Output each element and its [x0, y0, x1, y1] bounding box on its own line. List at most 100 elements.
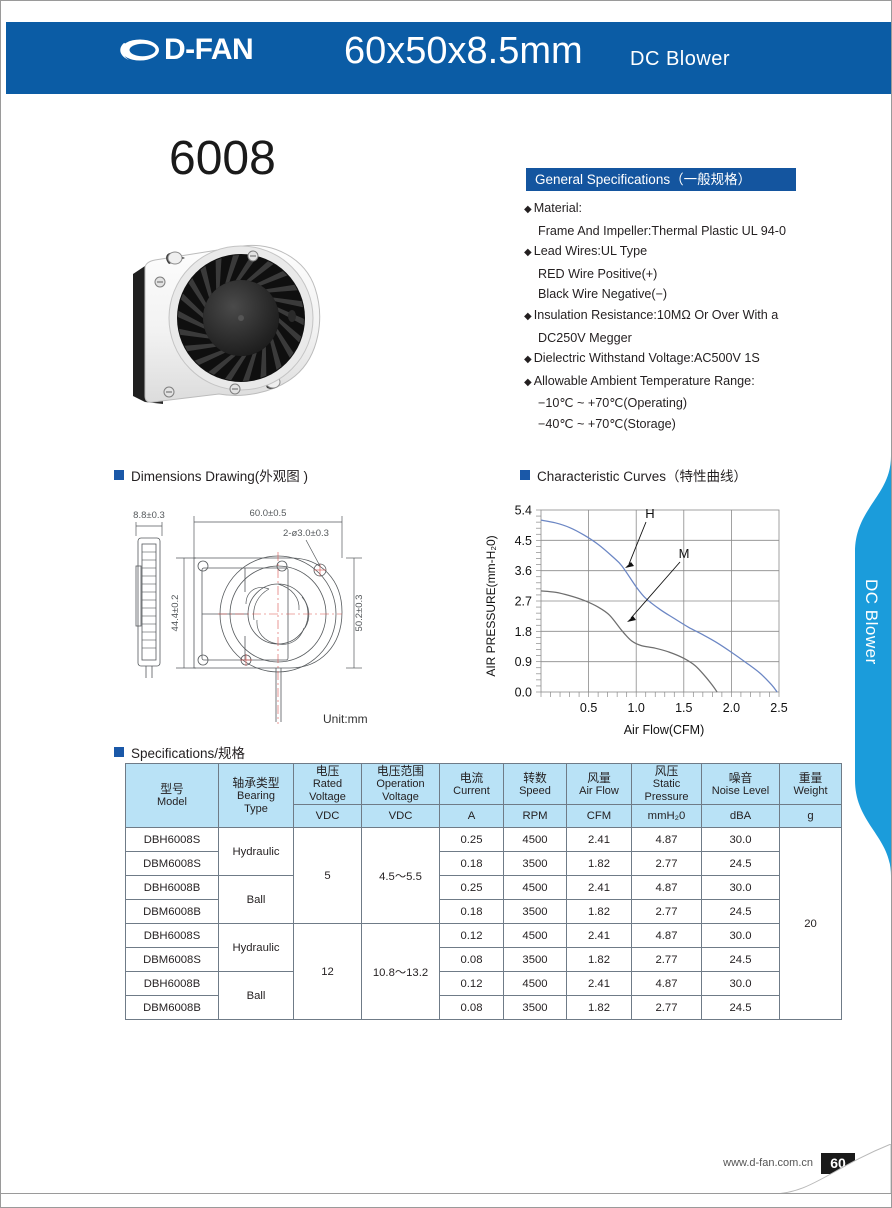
- cell-speed: 4500: [503, 971, 567, 996]
- th-weight: 重量 Weight: [779, 763, 842, 805]
- side-tab-label: DC Blower: [862, 579, 881, 665]
- svg-text:5.4: 5.4: [515, 504, 532, 518]
- unit-speed: RPM: [503, 804, 567, 828]
- cell-speed: 3500: [503, 851, 567, 876]
- th-bearing-type: 轴承类型 Bearing Type: [218, 763, 294, 828]
- side-tab-dc-blower: [855, 456, 891, 876]
- footer-website-url[interactable]: www.d-fan.com.cn: [723, 1157, 813, 1169]
- unit-current: A: [439, 804, 504, 828]
- svg-text:8.8±0.3: 8.8±0.3: [133, 510, 165, 521]
- cell-noise-level: 24.5: [701, 899, 780, 924]
- th-static-pressure: 风压 Static Pressure: [631, 763, 702, 805]
- cell-static-pressure: 2.77: [631, 899, 702, 924]
- svg-text:2.5: 2.5: [770, 701, 787, 715]
- brand-logo: D-FAN: [118, 33, 254, 66]
- diamond-bullet-icon: ◆: [524, 354, 532, 366]
- table-row: DBM6008B 0.08 3500 1.82 2.77 24.5: [125, 995, 842, 1020]
- cell-model: DBH6008B: [125, 971, 219, 996]
- cell-static-pressure: 4.87: [631, 923, 702, 948]
- dimensions-drawing: 8.8±0.3 60.0±0.5 2-ø3.0±0.3 44.4±0.2 50.…: [133, 508, 365, 724]
- cell-bearing-type: Hydraulic: [218, 827, 294, 876]
- cell-air-flow: 1.82: [566, 995, 632, 1020]
- general-spec-subitem: RED Wire Positive(+): [524, 264, 864, 285]
- cell-speed: 3500: [503, 899, 567, 924]
- table-header-row: 型号 Model 轴承类型 Bearing Type 电压 Rated Volt…: [125, 763, 842, 828]
- blue-square-bullet-icon: [520, 470, 530, 480]
- unit-static-pressure: mmH₂0: [631, 804, 702, 828]
- page-header-bar: D-FAN 60x50x8.5mm DC Blower: [6, 22, 891, 94]
- th-model: 型号 Model: [125, 763, 219, 828]
- cell-model: DBM6008S: [125, 851, 219, 876]
- cell-speed: 3500: [503, 995, 567, 1020]
- cell-bearing-type: Hydraulic: [218, 923, 294, 972]
- cell-weight: 20: [779, 827, 842, 1020]
- cell-current: 0.12: [439, 971, 504, 996]
- general-spec-text: −40℃ ~ +70℃(Storage): [538, 416, 676, 431]
- header-product-type: DC Blower: [630, 48, 731, 70]
- svg-text:H: H: [645, 506, 654, 521]
- specifications-heading: Specifications/规格: [114, 742, 245, 762]
- svg-text:2.7: 2.7: [515, 595, 532, 609]
- page-title: 6008: [169, 132, 276, 185]
- general-spec-text: Material:: [533, 201, 582, 215]
- general-spec-text: Black Wire Negative(−): [538, 287, 668, 302]
- specifications-heading-label: Specifications/规格: [131, 746, 246, 761]
- svg-text:M: M: [679, 546, 690, 561]
- svg-text:AIR PRESSURE(mm-H₂0): AIR PRESSURE(mm-H₂0): [484, 535, 498, 676]
- general-specifications-title: General Specifications（一般规格）: [535, 172, 752, 187]
- general-spec-text: Insulation Resistance:10MΩ Or Over With …: [533, 307, 779, 322]
- general-spec-subitem: Frame And Impeller:Thermal Plastic UL 94…: [524, 221, 864, 242]
- oval-swoosh-logo-icon: [120, 39, 159, 61]
- table-body: DBH6008S Hydraulic 5 4.5～5.5 0.25 4500 2.41 4.8…: [125, 827, 842, 1020]
- svg-text:Air Flow(CFM): Air Flow(CFM): [624, 723, 705, 737]
- dimensions-drawing-heading: Dimensions Drawing(外观图 ): [114, 465, 308, 485]
- general-spec-text: Allowable Ambient Temperature Range:: [533, 373, 755, 388]
- dimensions-drawing-heading-label: Dimensions Drawing(外观图 ): [131, 469, 309, 484]
- general-spec-text: Lead Wires:UL Type: [533, 244, 648, 259]
- unit-operation-voltage: VDC: [361, 804, 440, 828]
- table-row: DBH6008B Ball 0.25 4500 2.41 4.87 30.0: [125, 875, 842, 924]
- cell-static-pressure: 4.87: [631, 875, 702, 900]
- svg-text:3.6: 3.6: [515, 564, 532, 578]
- cell-current: 0.18: [439, 899, 504, 924]
- cell-static-pressure: 2.77: [631, 851, 702, 876]
- th-operation-voltage: 电压范围 Operation Voltage: [361, 763, 440, 805]
- cell-air-flow: 2.41: [566, 875, 632, 900]
- th-rated-voltage: 电压 Rated Voltage: [293, 763, 362, 805]
- svg-text:50.2±0.3: 50.2±0.3: [354, 595, 365, 632]
- general-spec-text: DC250V Megger: [538, 330, 632, 345]
- unit-rated-voltage: VDC: [293, 804, 362, 828]
- unit-weight: g: [779, 804, 842, 828]
- diamond-bullet-icon: ◆: [524, 376, 532, 388]
- cell-operation-voltage: 4.5～5.5: [361, 827, 440, 924]
- cell-air-flow: 2.41: [566, 923, 632, 948]
- general-spec-item: ◆ Insulation Resistance:10MΩ Or Over With…: [524, 305, 864, 328]
- cell-air-flow: 2.41: [566, 971, 632, 996]
- svg-text:1.8: 1.8: [515, 625, 532, 639]
- general-spec-item: ◆ Allowable Ambient Temperature Range:: [524, 371, 864, 394]
- cell-air-flow: 1.82: [566, 899, 632, 924]
- svg-text:44.4±0.2: 44.4±0.2: [170, 595, 181, 632]
- svg-text:2.0: 2.0: [723, 701, 740, 715]
- th-noise-level: 噪音 Noise Level: [701, 763, 780, 805]
- product-photo: [133, 244, 321, 404]
- cell-current: 0.08: [439, 947, 504, 972]
- cell-model: DBM6008B: [125, 995, 219, 1020]
- cell-static-pressure: 4.87: [631, 827, 702, 852]
- svg-text:1.5: 1.5: [675, 701, 692, 715]
- diamond-bullet-icon: ◆: [524, 247, 532, 259]
- footer-swoosh-decoration: [771, 1144, 891, 1194]
- svg-text:0.0: 0.0: [515, 686, 532, 700]
- cell-noise-level: 24.5: [701, 851, 780, 876]
- table-row: DBH6008B Ball 0.12 4500 2.41 4.87 30.0: [125, 971, 842, 1020]
- cell-noise-level: 30.0: [701, 971, 780, 996]
- brand-name: D-FAN: [164, 33, 254, 66]
- cell-noise-level: 30.0: [701, 923, 780, 948]
- general-spec-subitem: DC250V Megger: [524, 328, 864, 349]
- svg-text:1.0: 1.0: [628, 701, 645, 715]
- cell-noise-level: 24.5: [701, 947, 780, 972]
- cell-current: 0.12: [439, 923, 504, 948]
- th-air-flow: 风量 Air Flow: [566, 763, 632, 805]
- general-spec-subitem: −40℃ ~ +70℃(Storage): [524, 414, 864, 435]
- unit-noise: dBA: [701, 804, 780, 828]
